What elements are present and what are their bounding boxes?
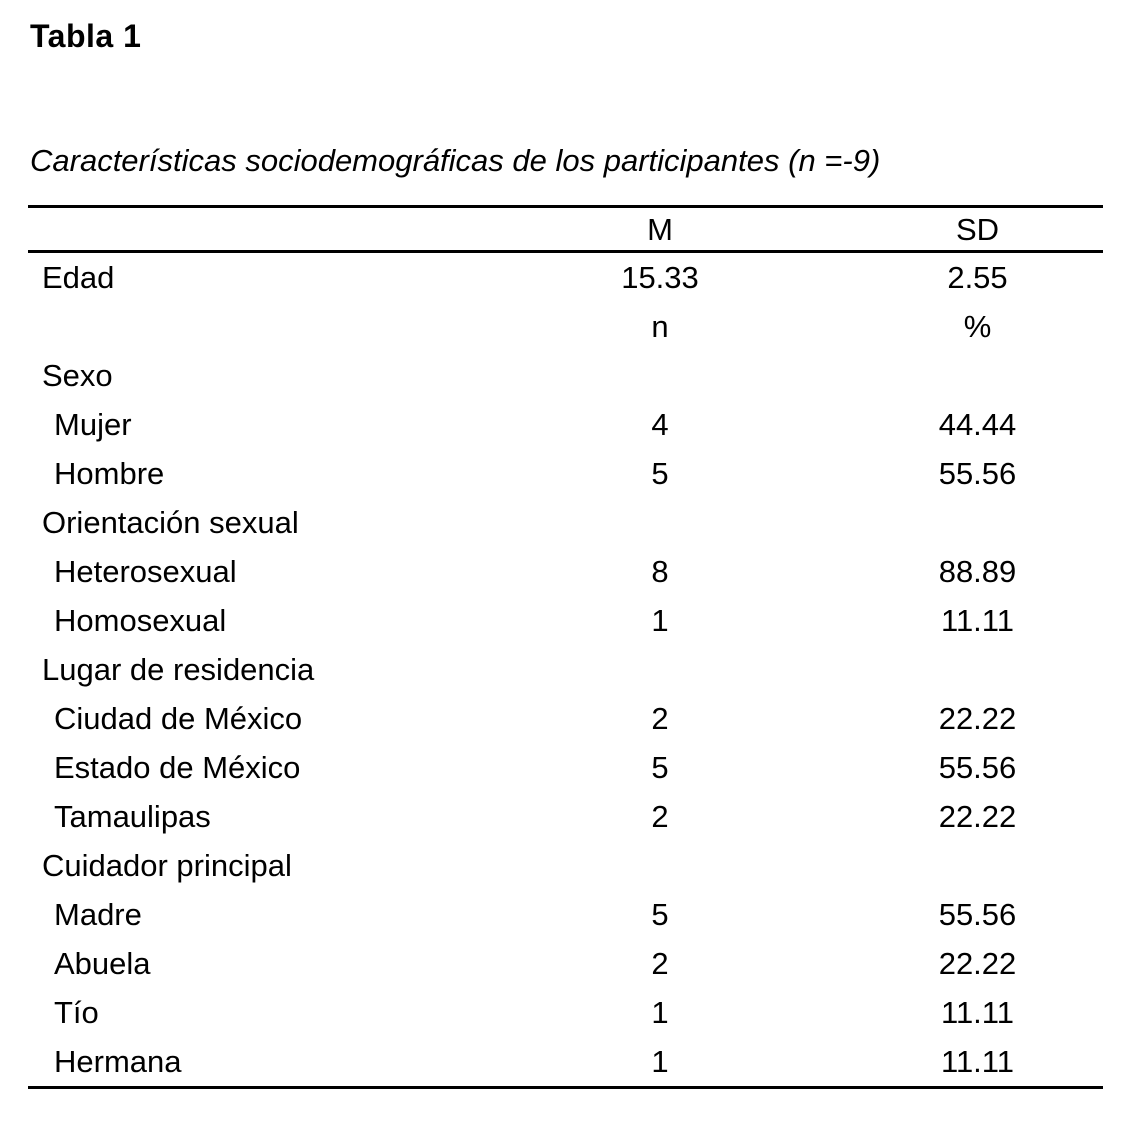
row-value-n: 15.33 (621, 260, 699, 295)
table-row: n % (28, 302, 1103, 351)
row-value-n: 1 (651, 995, 669, 1030)
table-row: Sexo (28, 351, 1103, 400)
sociodemographics-table: M SD Edad 15.33 2.55 n % Sexo Mujer 4 44… (28, 205, 1103, 1089)
table-row: Lugar de residencia (28, 645, 1103, 694)
row-label: Madre (54, 897, 142, 932)
row-value-n: 1 (651, 603, 669, 638)
row-label: Homosexual (54, 603, 227, 638)
row-value-pct: 44.44 (938, 407, 1017, 442)
row-value-pct: 11.11 (941, 1044, 1014, 1079)
table-row: Homosexual 1 11.11 (28, 596, 1103, 645)
row-label: Ciudad de México (54, 701, 303, 736)
row-value-n: 5 (651, 750, 669, 785)
row-value-pct: 22.22 (938, 701, 1017, 736)
row-value-n: 8 (651, 554, 669, 589)
table-body: Edad 15.33 2.55 n % Sexo Mujer 4 44.44 H… (28, 253, 1103, 1089)
row-value-pct: 22.22 (938, 946, 1017, 981)
row-label: Lugar de residencia (42, 652, 315, 687)
table-row: Mujer 4 44.44 (28, 400, 1103, 449)
table-row: Orientación sexual (28, 498, 1103, 547)
table-caption: Características sociodemográficas de los… (30, 143, 881, 178)
row-value-pct: % (963, 309, 992, 344)
row-value-n: 2 (651, 701, 669, 736)
row-value-n: 5 (651, 897, 669, 932)
table-header-row: M SD (28, 205, 1103, 253)
row-label: Sexo (42, 358, 113, 393)
table-row: Edad 15.33 2.55 (28, 253, 1103, 302)
table-row: Madre 5 55.56 (28, 890, 1103, 939)
row-value-pct: 55.56 (938, 456, 1017, 491)
row-value-pct: 22.22 (938, 799, 1017, 834)
table-row: Cuidador principal (28, 841, 1103, 890)
row-value-pct: 55.56 (938, 750, 1017, 785)
row-label: Tamaulipas (54, 799, 211, 834)
row-value-n: 2 (651, 946, 669, 981)
table-row: Hombre 5 55.56 (28, 449, 1103, 498)
row-value-n: n (651, 309, 669, 344)
table-row: Estado de México 5 55.56 (28, 743, 1103, 792)
row-label: Tío (54, 995, 99, 1030)
row-label: Hombre (54, 456, 165, 491)
row-value-pct: 11.11 (941, 603, 1014, 638)
table-row: Tío 1 11.11 (28, 988, 1103, 1037)
row-value-n: 5 (651, 456, 669, 491)
row-label: Orientación sexual (42, 505, 299, 540)
table-row: Heterosexual 8 88.89 (28, 547, 1103, 596)
row-value-n: 4 (651, 407, 669, 442)
table-row: Hermana 1 11.11 (28, 1037, 1103, 1086)
row-value-n: 2 (651, 799, 669, 834)
row-value-pct: 55.56 (938, 897, 1017, 932)
row-label: Edad (42, 260, 115, 295)
row-value-n: 1 (651, 1044, 669, 1079)
table-row: Abuela 2 22.22 (28, 939, 1103, 988)
row-label: Estado de México (54, 750, 301, 785)
row-label: Heterosexual (54, 554, 237, 589)
header-cell-m: M (647, 211, 673, 247)
row-value-pct: 11.11 (941, 995, 1014, 1030)
row-label: Hermana (54, 1044, 182, 1079)
row-value-pct: 88.89 (938, 554, 1017, 589)
table-row: Tamaulipas 2 22.22 (28, 792, 1103, 841)
header-cell-sd: SD (955, 211, 1000, 247)
table-row: Ciudad de México 2 22.22 (28, 694, 1103, 743)
row-value-pct: 2.55 (947, 260, 1008, 295)
row-label: Abuela (54, 946, 151, 981)
table-number-label: Tabla 1 (30, 18, 142, 54)
row-label: Mujer (54, 407, 132, 442)
row-label: Cuidador principal (42, 848, 292, 883)
